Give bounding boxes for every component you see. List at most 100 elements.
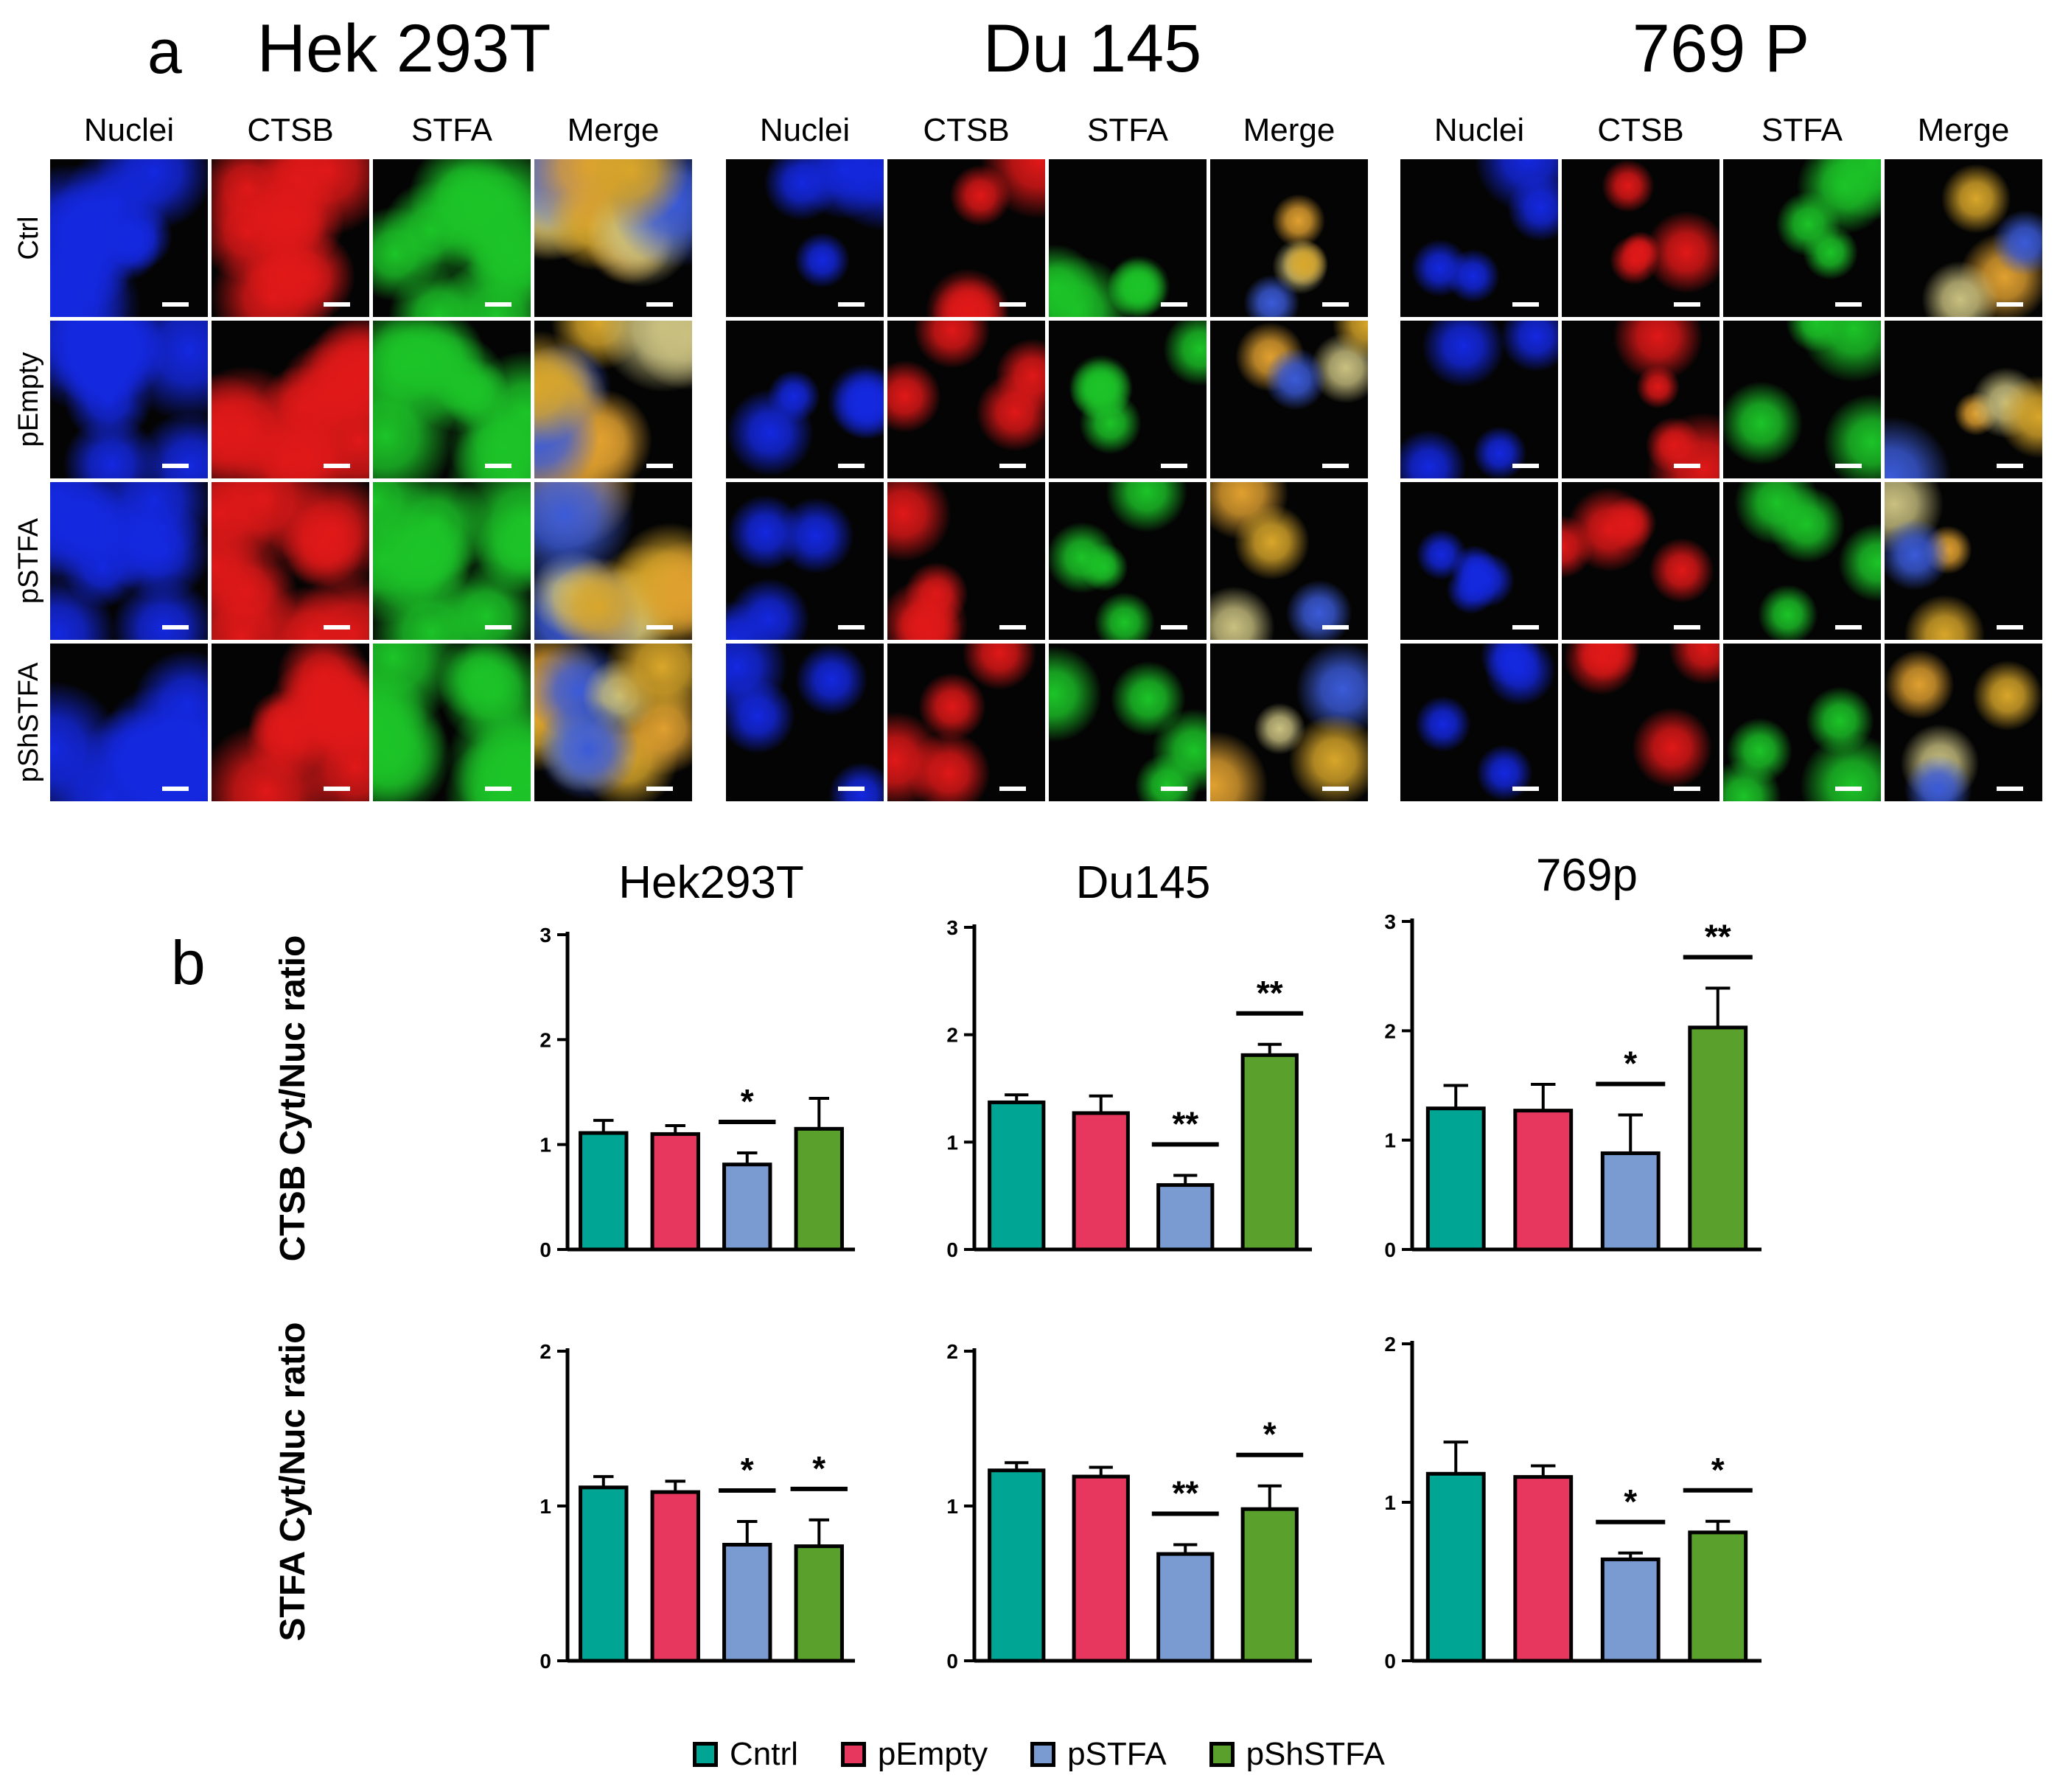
scale-bar xyxy=(1161,787,1187,791)
micrograph-tile xyxy=(726,159,884,317)
micrograph-tile xyxy=(1400,321,1558,478)
micrograph-tile xyxy=(1562,482,1719,640)
scale-bar xyxy=(485,464,511,468)
bar xyxy=(1600,1557,1661,1663)
y-tick-label: 3 xyxy=(946,916,958,939)
y-tick-label: 2 xyxy=(540,1028,551,1051)
bar xyxy=(722,1162,772,1252)
scale-bar xyxy=(1322,625,1349,630)
micrograph-tile xyxy=(1210,321,1368,478)
scale-bar xyxy=(999,464,1026,468)
y-tick-label: 0 xyxy=(1384,1238,1396,1261)
bar xyxy=(650,1490,700,1663)
bar xyxy=(1425,1471,1486,1663)
legend-label: pEmpty xyxy=(877,1736,988,1772)
y-tick-label: 1 xyxy=(1384,1129,1396,1152)
condition-label: pShSTFA xyxy=(13,662,44,783)
significance-label: ** xyxy=(1172,1474,1198,1513)
scale-bar xyxy=(1322,302,1349,307)
y-tick-label: 0 xyxy=(946,1238,958,1261)
scale-bar xyxy=(1997,787,2023,791)
scale-bar xyxy=(838,625,865,630)
scale-bar xyxy=(324,625,350,630)
micrograph-tile xyxy=(1210,482,1368,640)
chart-title: 769p xyxy=(1536,850,1638,901)
scale-bar xyxy=(1161,464,1187,468)
micrograph-tile xyxy=(1049,321,1207,478)
micrograph-tile xyxy=(1400,644,1558,801)
scale-bar xyxy=(838,787,865,791)
scale-bar xyxy=(1835,464,1862,468)
scale-bar xyxy=(1512,625,1539,630)
channel-label: CTSB xyxy=(247,112,334,148)
y-tick-label: 2 xyxy=(540,1340,551,1363)
legend-label: pSTFA xyxy=(1067,1736,1167,1772)
bar xyxy=(794,1544,844,1663)
scale-bar xyxy=(1322,787,1349,791)
bar xyxy=(1072,1111,1130,1252)
bar xyxy=(1156,1183,1215,1252)
micrograph-tile xyxy=(887,321,1045,478)
significance-label: * xyxy=(1624,1045,1637,1083)
legend-swatch xyxy=(1030,1742,1056,1767)
bar xyxy=(1425,1106,1486,1252)
scale-bar xyxy=(1161,302,1187,307)
legend-label: Cntrl xyxy=(730,1736,798,1772)
scale-bar xyxy=(162,302,189,307)
scale-bar xyxy=(1835,302,1862,307)
legend-label: pShSTFA xyxy=(1246,1736,1385,1772)
bar-chart: 012*** xyxy=(946,1340,1312,1673)
chart-title: Hek293T xyxy=(618,857,804,908)
cell-line-title: 769 P xyxy=(1632,11,1810,86)
scale-bar xyxy=(1512,302,1539,307)
legend-swatch xyxy=(1209,1742,1235,1767)
y-tick-label: 1 xyxy=(540,1495,551,1518)
micrograph-tile xyxy=(1885,644,2042,801)
y-tick-label: 3 xyxy=(1384,910,1396,933)
micrograph-tile xyxy=(373,321,531,478)
scale-bar xyxy=(999,787,1026,791)
micrograph-tile xyxy=(887,482,1045,640)
legend-item-pstfa: pSTFA xyxy=(1030,1736,1167,1773)
scale-bar xyxy=(485,787,511,791)
bar xyxy=(1688,1530,1748,1663)
legend-swatch xyxy=(840,1742,866,1767)
stfa-ylabel: STFA Cyt/Nuc ratio xyxy=(273,1322,313,1642)
scale-bar xyxy=(999,625,1026,630)
micrograph-tile xyxy=(373,159,531,317)
channel-label: Nuclei xyxy=(83,112,175,148)
micrograph-tile xyxy=(373,482,531,640)
scale-bar xyxy=(324,464,350,468)
condition-label: Ctrl xyxy=(13,216,44,260)
micrograph-tile xyxy=(887,644,1045,801)
bar-chart: 0 1 2 3 ** ** xyxy=(946,916,1312,1261)
panel-b-letter: b xyxy=(171,928,206,997)
scale-bar xyxy=(1512,464,1539,468)
bar-chart: 0 1 2 3 * xyxy=(540,924,855,1261)
micrograph-tile xyxy=(212,482,369,640)
micrograph-tile xyxy=(1400,159,1558,317)
micrograph-tile xyxy=(373,644,531,801)
condition-label: pSTFA xyxy=(13,517,44,604)
significance-label: ** xyxy=(1172,1104,1198,1143)
scale-bar xyxy=(1322,464,1349,468)
micrograph-tile xyxy=(887,159,1045,317)
micrograph-tile xyxy=(1723,321,1881,478)
micrograph-tile xyxy=(1049,159,1207,317)
bar xyxy=(1240,1053,1299,1252)
y-tick-label: 0 xyxy=(946,1650,958,1673)
significance-label: * xyxy=(812,1449,825,1488)
y-tick-label: 2 xyxy=(946,1340,958,1363)
y-tick-label: 0 xyxy=(540,1650,551,1673)
micrograph-tile xyxy=(212,644,369,801)
y-tick-label: 2 xyxy=(1384,1333,1396,1356)
bar xyxy=(1156,1552,1215,1663)
scale-bar xyxy=(485,302,511,307)
scale-bar xyxy=(1997,302,2023,307)
micrograph-tile xyxy=(726,482,884,640)
legend-item-pempty: pEmpty xyxy=(840,1736,988,1773)
scale-bar xyxy=(485,625,511,630)
scale-bar xyxy=(162,787,189,791)
scale-bar xyxy=(1835,787,1862,791)
micrograph-tile xyxy=(212,159,369,317)
